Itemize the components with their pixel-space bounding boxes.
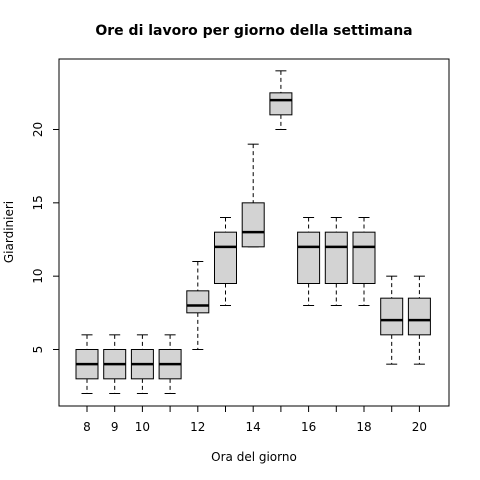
box-group: [214, 217, 237, 306]
box-group: [324, 217, 348, 306]
y-tick-label: 15: [31, 195, 45, 210]
box-iqr: [407, 297, 431, 336]
boxes-layer: [75, 70, 431, 394]
x-tick-label: 10: [135, 420, 150, 434]
box-group: [407, 275, 431, 365]
x-tick-label: 12: [190, 420, 205, 434]
box-group: [75, 334, 99, 394]
x-tick-label: 18: [356, 420, 371, 434]
y-axis-title: Giardinieri: [2, 201, 16, 263]
x-tick-label: 20: [412, 420, 427, 434]
plot-frame: [58, 58, 450, 407]
box-group: [297, 217, 321, 306]
y-tick-label: 20: [31, 122, 45, 137]
box-group: [186, 261, 210, 350]
box-group: [103, 334, 127, 394]
box-group: [352, 217, 376, 306]
box-iqr: [214, 231, 237, 285]
y-tick-label: 10: [31, 269, 45, 284]
box-group: [380, 275, 404, 365]
box-group: [269, 70, 293, 130]
box-group: [241, 143, 265, 248]
x-tick-label: 16: [301, 420, 316, 434]
box-iqr: [324, 231, 348, 285]
box-iqr: [380, 297, 404, 336]
x-axis: 8 9 10 12 14 16 18 20: [83, 406, 427, 434]
box-iqr: [297, 231, 321, 285]
x-axis-title: Ora del giorno: [211, 450, 297, 464]
box-group: [130, 334, 154, 394]
box-iqr: [352, 231, 376, 285]
box-iqr: [186, 290, 210, 314]
y-axis: 5 10 15 20: [31, 122, 59, 353]
y-tick-label: 5: [31, 346, 45, 354]
chart-title: Ore di lavoro per giorno della settimana: [95, 23, 412, 39]
x-tick-label: 9: [111, 420, 119, 434]
x-tick-label: 14: [246, 420, 261, 434]
x-tick-label: 8: [83, 420, 91, 434]
box-iqr: [241, 202, 265, 248]
box-iqr: [269, 92, 293, 116]
box-group: [158, 334, 182, 394]
